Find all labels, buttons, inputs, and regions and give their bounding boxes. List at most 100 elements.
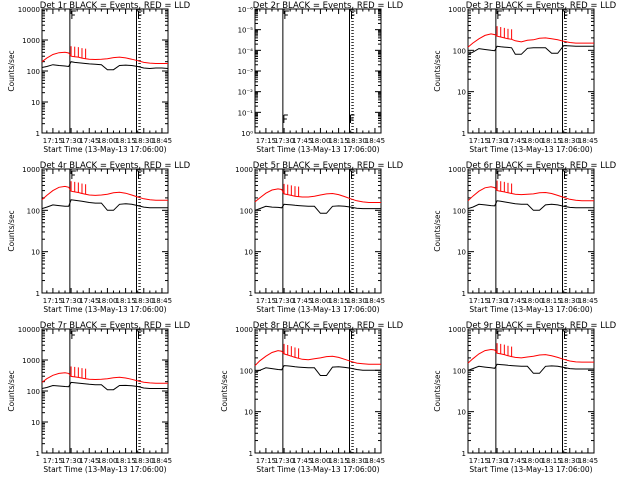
- y-tick-label: 10⁻²: [238, 89, 254, 97]
- marker-flag: [497, 10, 502, 19]
- panel-det-5: Det 5r BLACK = Events, RED = LLD 1 10 100 10…: [235, 161, 403, 314]
- plot-frame: [467, 328, 595, 454]
- x-tick-label: 18:30: [560, 137, 580, 145]
- panel-det-3: Det 3r BLACK = Events, RED = LLD 1 10 100 10…: [433, 1, 617, 154]
- panel-title: Det 6r BLACK = Events, RED = LLD: [466, 161, 617, 171]
- y-tick-label: 100: [453, 207, 466, 215]
- series-lld-line: [467, 33, 594, 48]
- x-tick-label: 18:30: [347, 137, 367, 145]
- x-tick-label: 18:45: [365, 297, 385, 305]
- marker-flag: [138, 330, 143, 339]
- y-tick-label: 100: [27, 388, 40, 396]
- x-tick-label: 17:30: [61, 297, 81, 305]
- series-lld-line: [254, 350, 381, 366]
- y-tick-label: 1: [36, 130, 40, 138]
- series-events-line: [467, 363, 594, 374]
- y-tick-label: 1: [462, 290, 466, 298]
- y-tick-label: 1: [249, 450, 253, 458]
- y-axis-label: Counts/sec: [7, 210, 16, 251]
- panel-title: Det 1r BLACK = Events, RED = LLD: [40, 1, 191, 11]
- x-tick-label: 18:15: [116, 137, 136, 145]
- marker-flag: [350, 114, 355, 123]
- x-tick-label: 17:15: [469, 297, 489, 305]
- panel-det-2: Det 2r BLACK = Events, RED = LLD 10⁰ 10⁻¹ 1…: [238, 1, 404, 154]
- x-tick-label: 18:30: [347, 297, 367, 305]
- y-tick-label: 1000: [22, 357, 40, 365]
- y-tick-label: 10000: [18, 6, 40, 14]
- panel-title: Det 4r BLACK = Events, RED = LLD: [40, 161, 191, 171]
- series-events-line: [254, 203, 381, 214]
- x-tick-label: 17:15: [256, 137, 276, 145]
- panel-title: Det 9r BLACK = Events, RED = LLD: [466, 321, 617, 331]
- marker-flag: [283, 114, 288, 123]
- y-tick-label: 10⁻⁶: [238, 6, 254, 14]
- x-tick-label: 18:15: [542, 137, 562, 145]
- y-tick-label: 1: [462, 130, 466, 138]
- series-lld-line: [467, 348, 594, 364]
- panel-det-9: Det 9r BLACK = Events, RED = LLD 1 10 100 10…: [433, 321, 617, 474]
- y-axis-label: Counts/sec: [433, 50, 442, 91]
- y-tick-label: 10000: [18, 326, 40, 334]
- x-tick-label: 18:45: [578, 137, 598, 145]
- x-tick-label: 17:45: [292, 297, 312, 305]
- x-axis-label: Start Time (13-May-13 17:06:00): [469, 305, 592, 314]
- x-tick-label: 18:00: [523, 137, 543, 145]
- x-tick-label: 17:15: [469, 137, 489, 145]
- x-tick-label: 17:15: [43, 297, 63, 305]
- series-events-line: [467, 200, 594, 211]
- x-tick-label: 18:45: [152, 137, 172, 145]
- x-tick-label: 18:15: [116, 297, 136, 305]
- y-tick-label: 10⁻¹: [238, 109, 254, 117]
- series-lld-line: [467, 186, 594, 202]
- series-lld-line: [254, 188, 381, 203]
- panel-title: Det 2r BLACK = Events, RED = LLD: [253, 1, 404, 11]
- y-axis-label: Counts/sec: [433, 370, 442, 411]
- x-tick-label: 18:00: [97, 457, 117, 465]
- series-lld-line: [41, 185, 168, 201]
- x-tick-label: 18:15: [116, 457, 136, 465]
- series-lld-line: [41, 51, 168, 64]
- marker-flag: [564, 170, 569, 179]
- y-axis-label: Counts/sec: [433, 210, 442, 251]
- x-axis-label: Start Time (13-May-13 17:06:00): [256, 145, 379, 154]
- x-tick-label: 17:45: [505, 137, 525, 145]
- y-tick-label: 1: [36, 450, 40, 458]
- x-tick-label: 18:45: [578, 457, 598, 465]
- x-tick-label: 18:00: [523, 297, 543, 305]
- x-tick-label: 18:45: [365, 457, 385, 465]
- panel-title: Det 8r BLACK = Events, RED = LLD: [253, 321, 404, 331]
- x-tick-label: 17:45: [79, 457, 99, 465]
- marker-flag: [71, 10, 76, 19]
- y-tick-label: 10: [244, 249, 253, 257]
- plot-frame: [254, 8, 382, 134]
- x-tick-label: 17:15: [43, 457, 63, 465]
- series-events-line: [254, 365, 381, 376]
- panel-det-8: Det 8r BLACK = Events, RED = LLD 1 10 100 10…: [220, 321, 404, 474]
- x-tick-label: 17:15: [43, 137, 63, 145]
- marker-flag: [284, 330, 289, 339]
- marker-flag: [351, 10, 356, 19]
- y-tick-label: 1000: [22, 37, 40, 45]
- panel-det-1: Det 1r BLACK = Events, RED = LLD 1 10 100 10…: [7, 1, 191, 154]
- y-tick-label: 10: [31, 249, 40, 257]
- x-tick-label: 18:15: [542, 297, 562, 305]
- y-tick-label: 1: [462, 450, 466, 458]
- x-tick-label: 18:30: [134, 137, 154, 145]
- x-tick-label: 17:30: [274, 137, 294, 145]
- plot-frame: [254, 168, 382, 294]
- y-tick-label: 10: [31, 419, 40, 427]
- plot-frame: [41, 8, 169, 134]
- y-tick-label: 10: [244, 409, 253, 417]
- marker-flag: [71, 170, 76, 179]
- x-tick-label: 18:30: [560, 457, 580, 465]
- panel-det-4: Det 4r BLACK = Events, RED = LLD 1 10 100 10…: [7, 161, 191, 314]
- x-tick-label: 17:45: [292, 457, 312, 465]
- x-tick-label: 18:15: [329, 137, 349, 145]
- x-tick-label: 17:15: [256, 457, 276, 465]
- x-tick-label: 18:30: [560, 297, 580, 305]
- y-tick-label: 1: [249, 290, 253, 298]
- x-axis-label: Start Time (13-May-13 17:06:00): [43, 465, 166, 474]
- y-tick-label: 100: [453, 367, 466, 375]
- x-tick-label: 18:45: [578, 297, 598, 305]
